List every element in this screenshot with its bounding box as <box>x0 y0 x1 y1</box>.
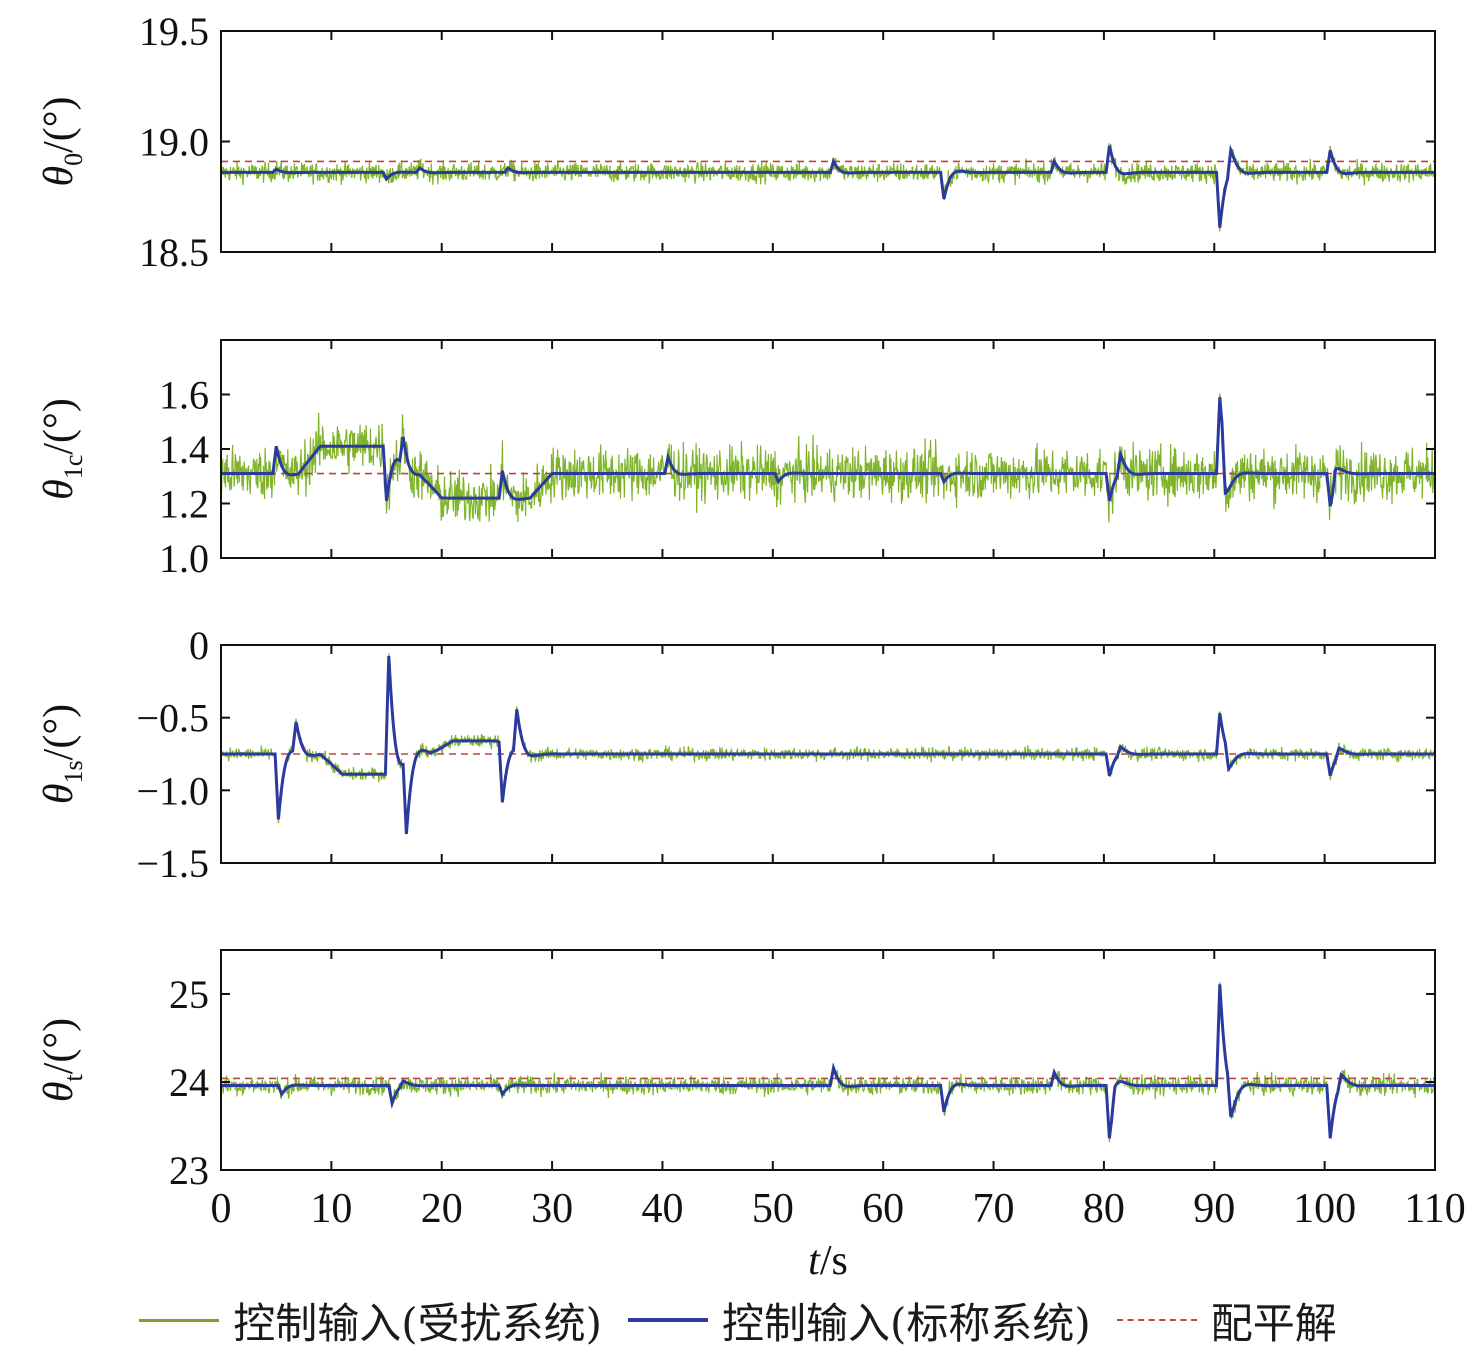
y-tick-label-4-1: 24 <box>169 1060 209 1105</box>
series-disturbed-2 <box>221 393 1435 523</box>
legend-swatch-trim <box>1116 1319 1197 1321</box>
y-axis-label-1: θ0/(°) <box>36 96 88 186</box>
legend-item-trim: 配平解 <box>1116 1290 1337 1351</box>
y-tick-label-3-0: 0 <box>189 623 209 668</box>
series-nominal-1 <box>221 144 1435 228</box>
x-tick-label-2: 20 <box>421 1186 463 1232</box>
x-tick-label-4: 40 <box>641 1186 683 1232</box>
series-nominal-2 <box>221 397 1435 507</box>
x-tick-label-0: 0 <box>211 1186 232 1232</box>
x-tick-label-5: 50 <box>752 1186 794 1232</box>
y-axis-label-3: θ1s/(°) <box>36 704 88 804</box>
panel-3: 0 −0.5 −1.0 −1.5 θ1s/(°) <box>36 623 1436 886</box>
y-tick-label-2-3: 1.0 <box>159 536 209 581</box>
y-tick-label-1-0: 19.5 <box>139 9 209 54</box>
series-disturbed-3 <box>221 653 1435 834</box>
series-disturbed-4 <box>221 981 1435 1143</box>
y-axis-label-2: θ1c/(°) <box>36 398 88 500</box>
legend-label-disturbed: 控制输入(受扰系统) <box>233 1298 602 1348</box>
panel-2: 1.6 1.4 1.2 1.0 θ1c/(°) <box>36 339 1436 581</box>
y-tick-label-1-2: 18.5 <box>139 230 209 275</box>
series-disturbed-shade-2 <box>221 393 1435 523</box>
x-tick-label-3: 30 <box>531 1186 573 1232</box>
x-tick-label-11: 110 <box>1404 1186 1465 1232</box>
y-tick-label-3-3: −1.5 <box>136 841 209 886</box>
y-tick-label-4-0: 25 <box>169 972 209 1017</box>
series-nominal-3 <box>221 655 1435 835</box>
y-axis-label-4: θt/(°) <box>36 1018 88 1102</box>
x-axis-label: t/s <box>808 1238 848 1284</box>
x-tick-label-8: 80 <box>1083 1186 1125 1232</box>
legend-label-nominal: 控制输入(标称系统) <box>721 1298 1091 1348</box>
legend-item-nominal: 控制输入(标称系统) <box>627 1290 1091 1351</box>
legend: 控制输入(受扰系统) 控制输入(标称系统) 配平解 <box>0 1290 1476 1350</box>
x-tick-label-7: 70 <box>973 1186 1015 1232</box>
y-tick-label-3-1: −0.5 <box>136 696 209 741</box>
y-tick-label-4-2: 23 <box>169 1148 209 1193</box>
legend-swatch-nominal <box>627 1318 708 1322</box>
plot-frame-3 <box>220 644 1436 864</box>
plot-frame-2 <box>220 339 1436 559</box>
series-disturbed-1 <box>221 143 1435 232</box>
y-tick-label-2-1: 1.4 <box>159 427 209 472</box>
plot-frame-1 <box>220 30 1436 253</box>
y-tick-label-2-0: 1.6 <box>159 373 209 418</box>
series-disturbed-shade-1 <box>221 143 1435 232</box>
x-tick-label-9: 90 <box>1193 1186 1235 1232</box>
y-tick-label-3-2: −1.0 <box>136 768 209 813</box>
panel-1: 19.5 19.0 18.5 θ0/(°) <box>36 9 1436 275</box>
legend-item-disturbed: 控制输入(受扰系统) <box>139 1290 602 1351</box>
legend-swatch-disturbed <box>139 1318 220 1322</box>
legend-label-trim: 配平解 <box>1210 1298 1337 1348</box>
series-disturbed-shade-3 <box>221 653 1435 833</box>
x-tick-label-1: 10 <box>310 1186 352 1232</box>
series-disturbed-shade-4 <box>221 981 1435 1143</box>
y-tick-label-1-1: 19.0 <box>139 120 209 165</box>
x-tick-label-10: 100 <box>1293 1186 1356 1232</box>
series-nominal-4 <box>221 984 1435 1139</box>
panel-4: 25 24 23 θt/(°) <box>36 949 1436 1193</box>
plot-frame-4 <box>220 949 1436 1171</box>
x-tick-label-6: 60 <box>862 1186 904 1232</box>
y-tick-label-2-2: 1.2 <box>159 482 209 527</box>
